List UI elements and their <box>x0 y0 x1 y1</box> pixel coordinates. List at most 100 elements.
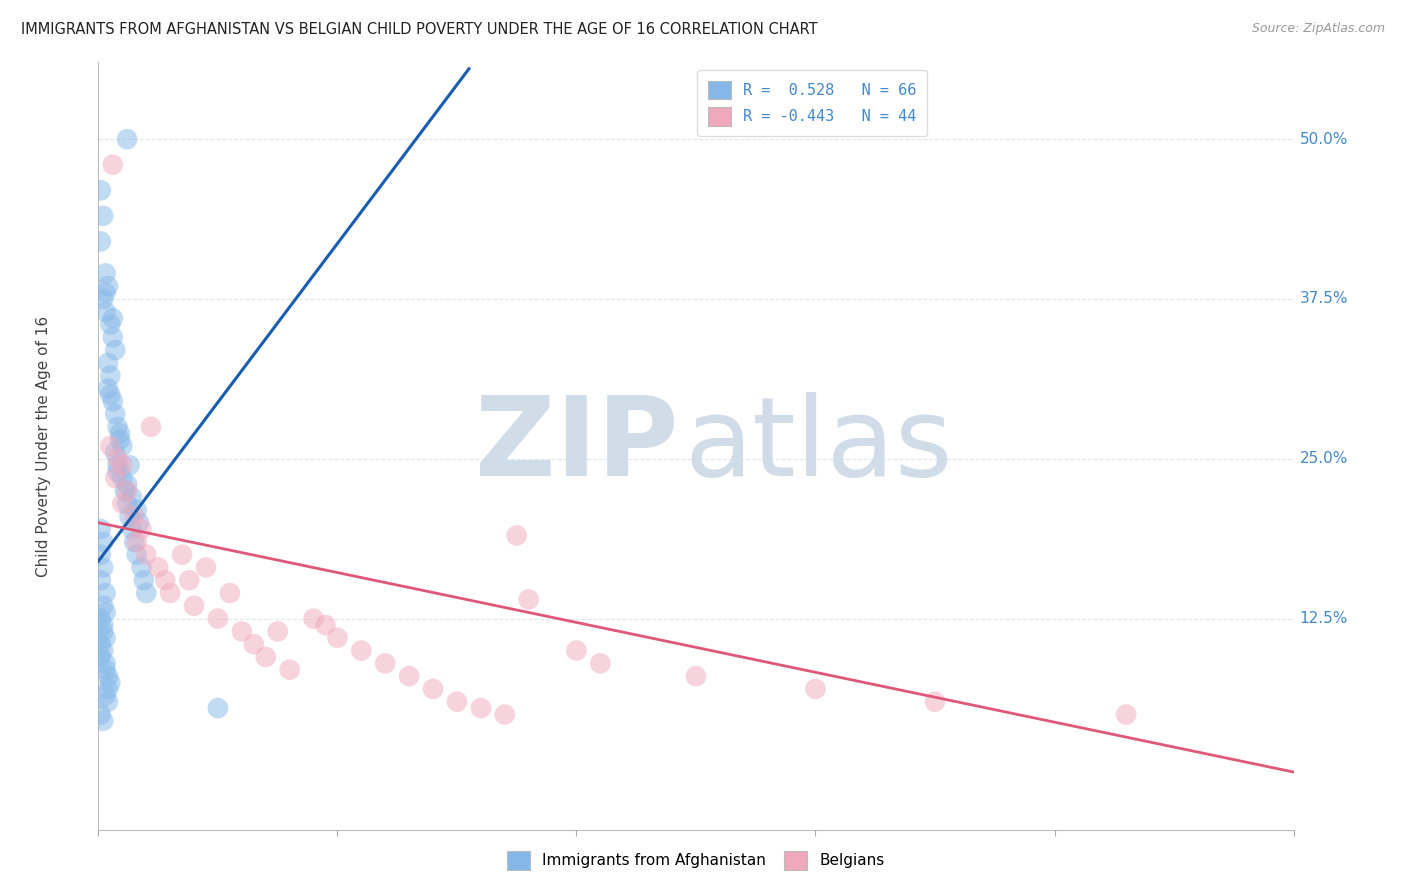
Point <box>94 266 117 280</box>
Point <box>97 669 120 683</box>
Point <box>159 586 181 600</box>
Point <box>98 675 122 690</box>
Point <box>111 471 134 485</box>
Point <box>179 573 201 587</box>
Point <box>125 503 148 517</box>
Point <box>101 394 124 409</box>
Point <box>139 419 162 434</box>
Point <box>91 560 114 574</box>
Point <box>115 132 138 146</box>
Point <box>446 695 468 709</box>
Point <box>131 560 153 574</box>
Point <box>183 599 205 613</box>
Text: atlas: atlas <box>685 392 952 500</box>
Point <box>104 343 127 357</box>
Point <box>565 643 588 657</box>
Point <box>172 548 194 562</box>
Point <box>131 522 153 536</box>
Text: ZIP: ZIP <box>475 392 678 500</box>
Point <box>114 483 136 498</box>
Point <box>124 534 146 549</box>
Point <box>94 689 117 703</box>
Point <box>267 624 290 639</box>
Point <box>207 612 229 626</box>
Point <box>111 439 134 453</box>
Point <box>90 612 112 626</box>
Point <box>278 663 301 677</box>
Point <box>94 285 117 300</box>
Point <box>94 586 117 600</box>
Point <box>115 477 138 491</box>
Point <box>98 318 122 332</box>
Y-axis label: Child Poverty Under the Age of 16: Child Poverty Under the Age of 16 <box>35 316 51 576</box>
Point <box>108 433 131 447</box>
Point <box>91 624 114 639</box>
Point <box>91 292 114 306</box>
Point <box>90 183 112 197</box>
Point <box>101 330 124 344</box>
Point <box>422 681 444 696</box>
Point <box>97 695 120 709</box>
Point <box>231 624 253 639</box>
Point <box>97 279 120 293</box>
Point <box>1115 707 1137 722</box>
Point <box>94 663 117 677</box>
Point <box>350 643 373 657</box>
Point <box>254 649 277 664</box>
Point <box>207 701 229 715</box>
Point <box>374 657 396 671</box>
Point <box>90 649 112 664</box>
Point <box>94 657 117 671</box>
Point <box>101 158 124 172</box>
Point <box>118 458 141 473</box>
Point <box>97 382 120 396</box>
Point <box>91 618 114 632</box>
Point <box>107 465 129 479</box>
Point <box>494 707 516 722</box>
Point <box>104 445 127 459</box>
Point <box>135 586 157 600</box>
Point <box>302 612 325 626</box>
Point <box>398 669 420 683</box>
Point <box>97 356 120 370</box>
Point <box>94 304 117 318</box>
Point <box>243 637 266 651</box>
Point <box>118 509 141 524</box>
Point <box>91 534 114 549</box>
Point <box>589 657 612 671</box>
Point <box>128 516 150 530</box>
Point <box>111 458 134 473</box>
Point <box>470 701 492 715</box>
Point <box>94 631 117 645</box>
Point <box>517 592 540 607</box>
Point <box>132 573 155 587</box>
Point <box>195 560 218 574</box>
Text: 25.0%: 25.0% <box>1299 451 1348 467</box>
Point <box>685 669 707 683</box>
Point <box>91 643 114 657</box>
Point <box>924 695 946 709</box>
Point <box>135 548 157 562</box>
Point <box>804 681 827 696</box>
Legend: Immigrants from Afghanistan, Belgians: Immigrants from Afghanistan, Belgians <box>501 845 891 876</box>
Point <box>155 573 177 587</box>
Point <box>90 637 112 651</box>
Point <box>101 311 124 326</box>
Point <box>219 586 242 600</box>
Text: 37.5%: 37.5% <box>1299 292 1348 307</box>
Point <box>326 631 349 645</box>
Point <box>91 714 114 728</box>
Point <box>90 707 112 722</box>
Point <box>104 407 127 421</box>
Text: 12.5%: 12.5% <box>1299 611 1348 626</box>
Point <box>124 509 146 524</box>
Point <box>107 458 129 473</box>
Point <box>98 439 122 453</box>
Point <box>115 496 138 510</box>
Point <box>104 471 127 485</box>
Point <box>98 388 122 402</box>
Text: 50.0%: 50.0% <box>1299 132 1348 146</box>
Point <box>125 548 148 562</box>
Point <box>506 528 529 542</box>
Point <box>94 605 117 619</box>
